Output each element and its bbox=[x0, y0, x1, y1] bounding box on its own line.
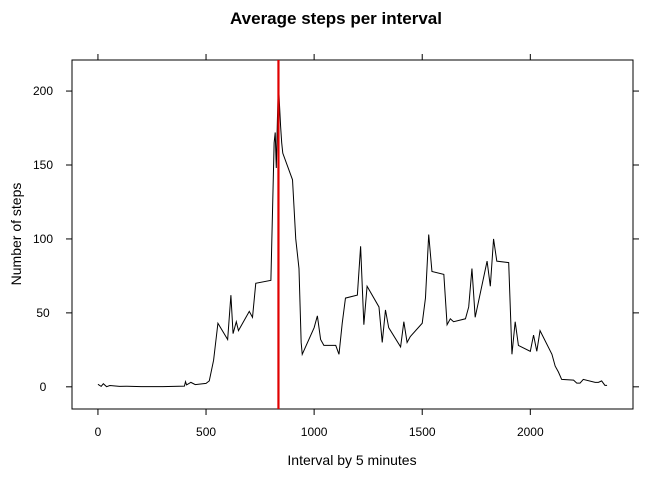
y-tick-label: 150 bbox=[33, 158, 53, 172]
y-tick-label: 0 bbox=[40, 380, 47, 394]
y-tick-label: 200 bbox=[33, 84, 53, 98]
x-tick-label: 0 bbox=[95, 425, 102, 439]
y-axis-right bbox=[633, 90, 639, 388]
x-axis-bottom: 0 500 1000 1500 2000 bbox=[95, 409, 544, 439]
x-tick-label: 2000 bbox=[517, 425, 544, 439]
y-tick-label: 50 bbox=[36, 306, 50, 320]
x-tick-label: 1500 bbox=[409, 425, 436, 439]
x-tick-label: 1000 bbox=[301, 425, 328, 439]
y-axis-left: 0 50 100 150 200 bbox=[33, 84, 72, 394]
chart-title: Average steps per interval bbox=[230, 9, 442, 28]
y-tick-label: 100 bbox=[33, 232, 53, 246]
y-axis-label: Number of steps bbox=[8, 183, 24, 286]
steps-series-line bbox=[97, 82, 608, 388]
x-tick-label: 500 bbox=[196, 425, 216, 439]
x-axis-label: Interval by 5 minutes bbox=[287, 452, 416, 468]
plot-frame bbox=[71, 59, 634, 410]
x-axis-top bbox=[97, 54, 531, 60]
